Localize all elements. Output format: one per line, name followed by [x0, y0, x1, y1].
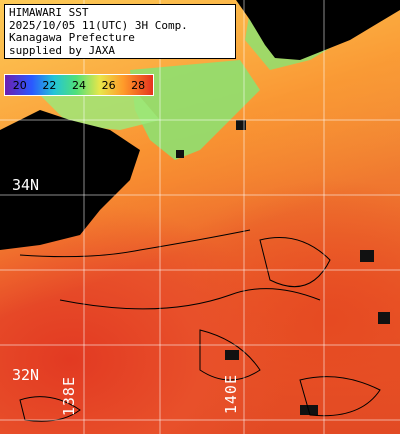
cloud-patch: [378, 312, 390, 324]
lon-label-140e: 140E: [222, 374, 240, 415]
scale-label: 28: [131, 78, 146, 92]
scale-label: 26: [101, 78, 116, 92]
credit-label: supplied by JAXA: [9, 43, 115, 57]
isotherm-contour: [299, 376, 381, 417]
temperature-scale: 20 22 24 26 28: [4, 74, 154, 96]
land-mass: [0, 110, 140, 250]
scale-label: 20: [12, 78, 27, 92]
lon-label-138e: 138E: [60, 376, 78, 417]
map-title: HIMAWARI SST: [9, 6, 89, 19]
cloud-patch: [360, 250, 374, 262]
isotherm-contour: [19, 229, 251, 258]
info-box: HIMAWARI SST 2025/10/05 11(UTC) 3H Comp.…: [4, 4, 236, 59]
isotherm-contour: [59, 288, 321, 310]
cloud-patch: [176, 150, 184, 158]
scale-label: 24: [71, 78, 86, 92]
isotherm-contour: [19, 396, 81, 422]
scale-label: 22: [42, 78, 57, 92]
cloud-patch: [225, 350, 239, 360]
isotherm-contour: [199, 329, 261, 381]
timestamp: 2025/10/05 11(UTC) 3H Comp.: [9, 18, 188, 32]
region-label: Kanagawa Prefecture: [9, 31, 135, 44]
isotherm-contour: [259, 237, 331, 288]
cloud-patch: [236, 120, 246, 130]
lat-label-34n: 34N: [12, 176, 40, 194]
land-mass: [236, 0, 400, 60]
coastal-cool-water: [130, 60, 260, 160]
coastal-cool-water: [40, 85, 160, 130]
lat-label-32n: 32N: [12, 366, 40, 384]
